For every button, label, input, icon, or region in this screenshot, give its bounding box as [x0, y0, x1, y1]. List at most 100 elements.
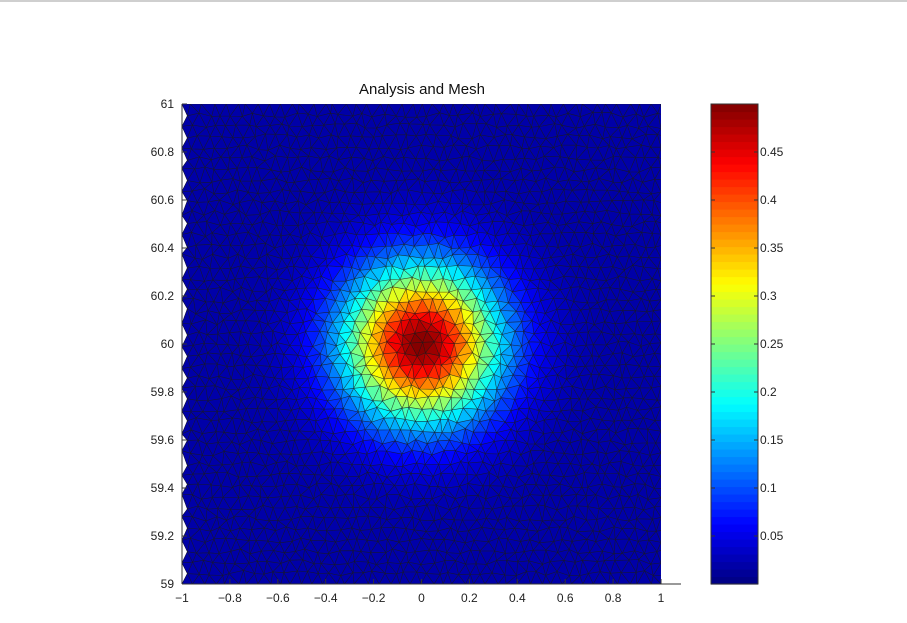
- colorbar-step: [711, 321, 758, 330]
- x-tick-label: 0.4: [509, 591, 526, 605]
- colorbar-step: [711, 546, 758, 555]
- colorbar-step: [711, 111, 758, 120]
- colorbar-step: [711, 306, 758, 315]
- colorbar-step: [711, 396, 758, 405]
- colorbar-step: [711, 134, 758, 143]
- colorbar-step: [711, 411, 758, 420]
- colorbar-step: [711, 374, 758, 383]
- colorbar-step: [711, 389, 758, 398]
- colorbar-step: [711, 224, 758, 233]
- x-tick-label: −0.4: [314, 591, 338, 605]
- colorbar-step: [711, 104, 758, 113]
- colorbar-step: [711, 171, 758, 180]
- y-tick-label: 59.8: [151, 385, 175, 399]
- y-tick-label: 61: [161, 97, 175, 111]
- x-tick-label: 0.2: [461, 591, 478, 605]
- colorbar-tick-label: 0.1: [760, 481, 777, 495]
- colorbar-step: [711, 141, 758, 150]
- colorbar-step: [711, 576, 758, 585]
- colorbar-step: [711, 329, 758, 338]
- colorbar-step: [711, 524, 758, 533]
- colorbar-step: [711, 501, 758, 510]
- colorbar-step: [711, 486, 758, 495]
- colorbar-step: [711, 381, 758, 390]
- colorbar-step: [711, 276, 758, 285]
- colorbar-step: [711, 516, 758, 525]
- colorbar-tick-label: 0.3: [760, 289, 777, 303]
- colorbar-step: [711, 449, 758, 458]
- colorbar-tick-label: 0.35: [760, 241, 784, 255]
- colorbar-step: [711, 201, 758, 210]
- colorbar-step: [711, 149, 758, 158]
- colorbar-step: [711, 479, 758, 488]
- chart-title: Analysis and Mesh: [359, 81, 485, 98]
- colorbar-step: [711, 314, 758, 323]
- colorbar-step: [711, 554, 758, 563]
- colorbar-step: [711, 269, 758, 278]
- colorbar-step: [711, 366, 758, 375]
- colorbar-step: [711, 126, 758, 135]
- y-tick-label: 60.6: [151, 193, 175, 207]
- x-tick-label: 0: [418, 591, 425, 605]
- colorbar-step: [711, 216, 758, 225]
- x-tick-label: −1: [175, 591, 189, 605]
- colorbar-step: [711, 284, 758, 293]
- colorbar-tick-label: 0.4: [760, 193, 777, 207]
- y-tick-label: 60.2: [151, 289, 175, 303]
- colorbar-step: [711, 179, 758, 188]
- colorbar-step: [711, 561, 758, 570]
- colorbar-tick-label: 0.2: [760, 385, 777, 399]
- colorbar-step: [711, 164, 758, 173]
- y-tick-label: 59.4: [151, 481, 175, 495]
- x-tick-label: 0.8: [605, 591, 622, 605]
- colorbar-step: [711, 299, 758, 308]
- colorbar-step: [711, 291, 758, 300]
- x-tick-label: 0.6: [557, 591, 574, 605]
- colorbar-step: [711, 464, 758, 473]
- x-tick-label: −0.2: [362, 591, 386, 605]
- colorbar-step: [711, 119, 758, 128]
- colorbar-step: [711, 209, 758, 218]
- colorbar-step: [711, 351, 758, 360]
- colorbar-step: [711, 186, 758, 195]
- colorbar-step: [711, 344, 758, 353]
- colorbar-tick-label: 0.25: [760, 337, 784, 351]
- colorbar-tick-label: 0.05: [760, 529, 784, 543]
- x-tick-label: −0.8: [218, 591, 242, 605]
- top-border: [0, 0, 907, 2]
- colorbar-step: [711, 471, 758, 480]
- colorbar-step: [711, 569, 758, 578]
- colorbar: 0.05 0.1 0.15 0.2 0.25 0.3 0.35 0.4 0.45: [710, 103, 784, 585]
- colorbar-step: [711, 456, 758, 465]
- colorbar-tick-label: 0.15: [760, 433, 784, 447]
- colorbar-step: [711, 509, 758, 518]
- colorbar-step: [711, 246, 758, 255]
- x-tick-label: −0.6: [266, 591, 290, 605]
- colorbar-step: [711, 434, 758, 443]
- colorbar-step: [711, 336, 758, 345]
- colorbar-step: [711, 404, 758, 413]
- colorbar-step: [711, 261, 758, 270]
- y-tick-label: 59.6: [151, 433, 175, 447]
- x-tick-label: 1: [658, 591, 665, 605]
- colorbar-step: [711, 359, 758, 368]
- colorbar-step: [711, 254, 758, 263]
- colorbar-step: [711, 539, 758, 548]
- colorbar-step: [711, 426, 758, 435]
- y-tick-label: 59: [161, 577, 175, 591]
- y-tick-label: 60.8: [151, 145, 175, 159]
- colorbar-step: [711, 156, 758, 165]
- y-tick-label: 60: [161, 337, 175, 351]
- colorbar-step: [711, 194, 758, 203]
- colorbar-step: [711, 441, 758, 450]
- colorbar-step: [711, 239, 758, 248]
- colorbar-step: [711, 419, 758, 428]
- y-tick-label: 59.2: [151, 529, 175, 543]
- colorbar-step: [711, 231, 758, 240]
- colorbar-tick-label: 0.45: [760, 145, 784, 159]
- y-tick-label: 60.4: [151, 241, 175, 255]
- colorbar-step: [711, 531, 758, 540]
- colorbar-step: [711, 494, 758, 503]
